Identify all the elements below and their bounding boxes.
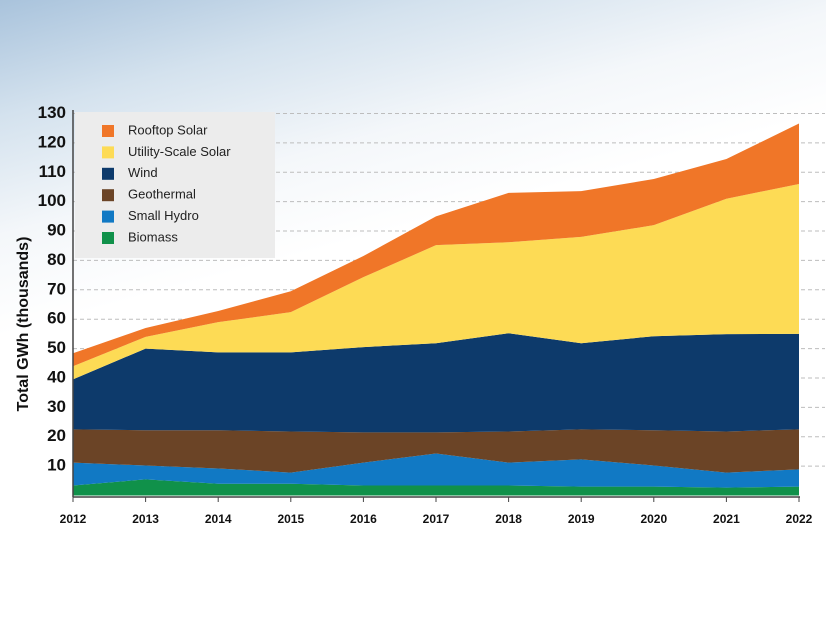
x-tick-label: 2016 bbox=[350, 512, 377, 526]
legend-swatch bbox=[102, 146, 114, 159]
legend-label: Small Hydro bbox=[128, 208, 199, 223]
y-axis-label: Total GWh (thousands) bbox=[15, 237, 32, 412]
y-tick-label: 30 bbox=[47, 397, 66, 416]
x-tick-label: 2019 bbox=[568, 512, 595, 526]
area bbox=[73, 333, 799, 433]
areas bbox=[73, 123, 799, 496]
area bbox=[73, 184, 799, 380]
legend-label: Rooftop Solar bbox=[128, 122, 208, 137]
legend-swatch bbox=[102, 210, 114, 223]
area bbox=[73, 429, 799, 473]
legend-label: Biomass bbox=[128, 229, 178, 244]
legend-label: Utility-Scale Solar bbox=[128, 144, 231, 159]
x-tick-label: 2015 bbox=[277, 512, 304, 526]
x-tick-label: 2020 bbox=[640, 512, 667, 526]
y-tick-label: 130 bbox=[38, 103, 66, 122]
y-tick-label: 40 bbox=[47, 367, 66, 386]
x-tick-label: 2018 bbox=[495, 512, 522, 526]
area bbox=[73, 453, 799, 488]
y-tick-label: 100 bbox=[38, 191, 66, 210]
legend-swatch bbox=[102, 167, 114, 180]
y-tick-label: 20 bbox=[47, 426, 66, 445]
x-tick-label: 2022 bbox=[786, 512, 813, 526]
x-tick-label: 2012 bbox=[60, 512, 87, 526]
y-tick-label: 50 bbox=[47, 338, 66, 357]
x-tick-label: 2021 bbox=[713, 512, 740, 526]
legend-swatch bbox=[102, 232, 114, 244]
legend-label: Wind bbox=[128, 165, 158, 180]
y-tick-label: 10 bbox=[47, 456, 66, 475]
y-tick-label: 90 bbox=[47, 221, 66, 240]
y-tick-label: 70 bbox=[47, 279, 66, 298]
x-tick-label: 2014 bbox=[205, 512, 232, 526]
legend: Biomass Small Hydro Geothermal Wind Utility-… bbox=[102, 122, 231, 244]
x-tick-label: 2017 bbox=[423, 512, 450, 526]
legend-label: Geothermal bbox=[128, 187, 196, 202]
area bbox=[73, 479, 799, 496]
legend-swatch bbox=[102, 125, 114, 137]
y-tick-label: 120 bbox=[38, 132, 66, 151]
area bbox=[73, 123, 799, 367]
legend-swatch bbox=[102, 189, 114, 202]
y-tick-label: 80 bbox=[47, 250, 66, 269]
y-tick-label: 110 bbox=[39, 162, 66, 181]
x-tick-label: 2013 bbox=[132, 512, 159, 526]
y-tick-label: 60 bbox=[47, 309, 66, 328]
